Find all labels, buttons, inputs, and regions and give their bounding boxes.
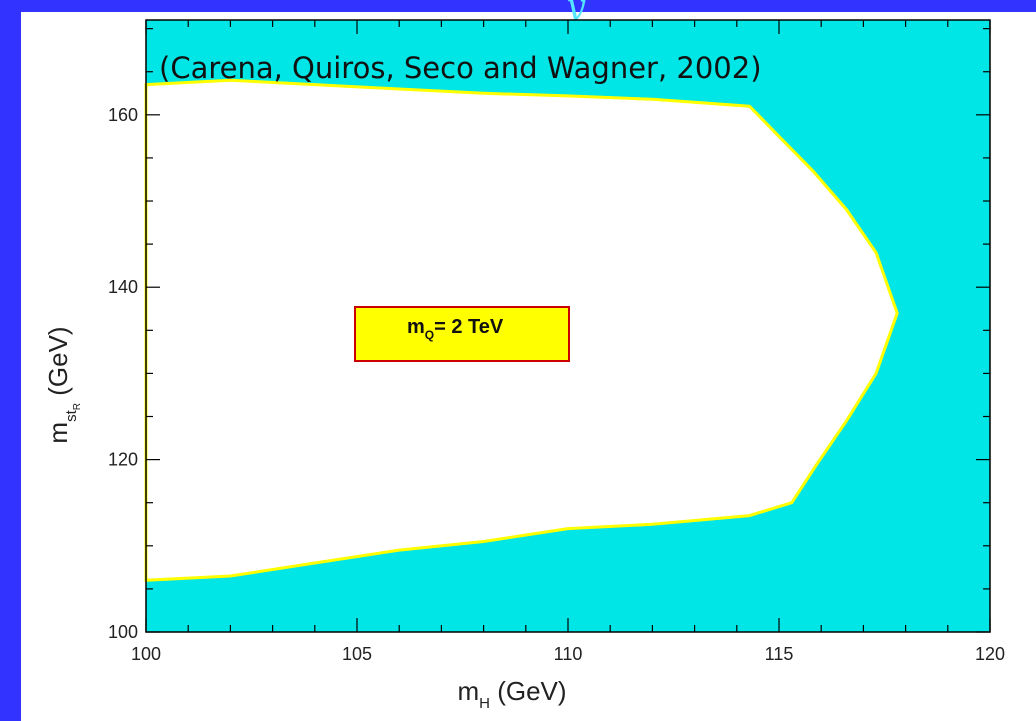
citation-label: (Carena, Quiros, Seco and Wagner, 2002) [159, 51, 762, 85]
y-tick-label: 120 [108, 450, 138, 470]
x-tick-label: 120 [975, 644, 1005, 664]
annotation-label: mQ= 2 TeV [407, 316, 504, 342]
x-axis-title: mH (GeV) [457, 676, 566, 712]
tick-labels: 100 105 110 115 120 100 120 140 160 [108, 105, 1005, 664]
x-axis-title-unit: (GeV) [490, 676, 567, 706]
x-tick-label: 110 [554, 644, 583, 664]
annotation-main: m [407, 316, 425, 338]
y-tick-label: 100 [108, 622, 138, 642]
y-axis-title-unit: (GeV) [43, 326, 73, 403]
y-axis-title-main: m [43, 422, 73, 444]
x-tick-label: 105 [342, 644, 372, 664]
slide-background-top [0, 0, 1036, 12]
axis-ticks [145, 20, 991, 633]
x-axis-title-subscript: H [479, 695, 490, 712]
x-tick-label: 115 [765, 644, 794, 664]
y-axis-title: mstR (GeV) [43, 326, 83, 443]
x-axis-title-main: m [457, 676, 479, 706]
y-tick-label: 140 [108, 277, 138, 297]
y-axis-title-subscript: st [63, 409, 80, 422]
y-axis-title-subsubscript: R [72, 403, 83, 410]
annotation-rest: = 2 TeV [434, 316, 504, 338]
y-tick-label: 160 [108, 105, 138, 125]
slide-background-left [0, 0, 21, 721]
annotation-box [354, 306, 570, 362]
annotation-subscript: Q [425, 328, 434, 342]
x-tick-label: 100 [131, 644, 161, 664]
